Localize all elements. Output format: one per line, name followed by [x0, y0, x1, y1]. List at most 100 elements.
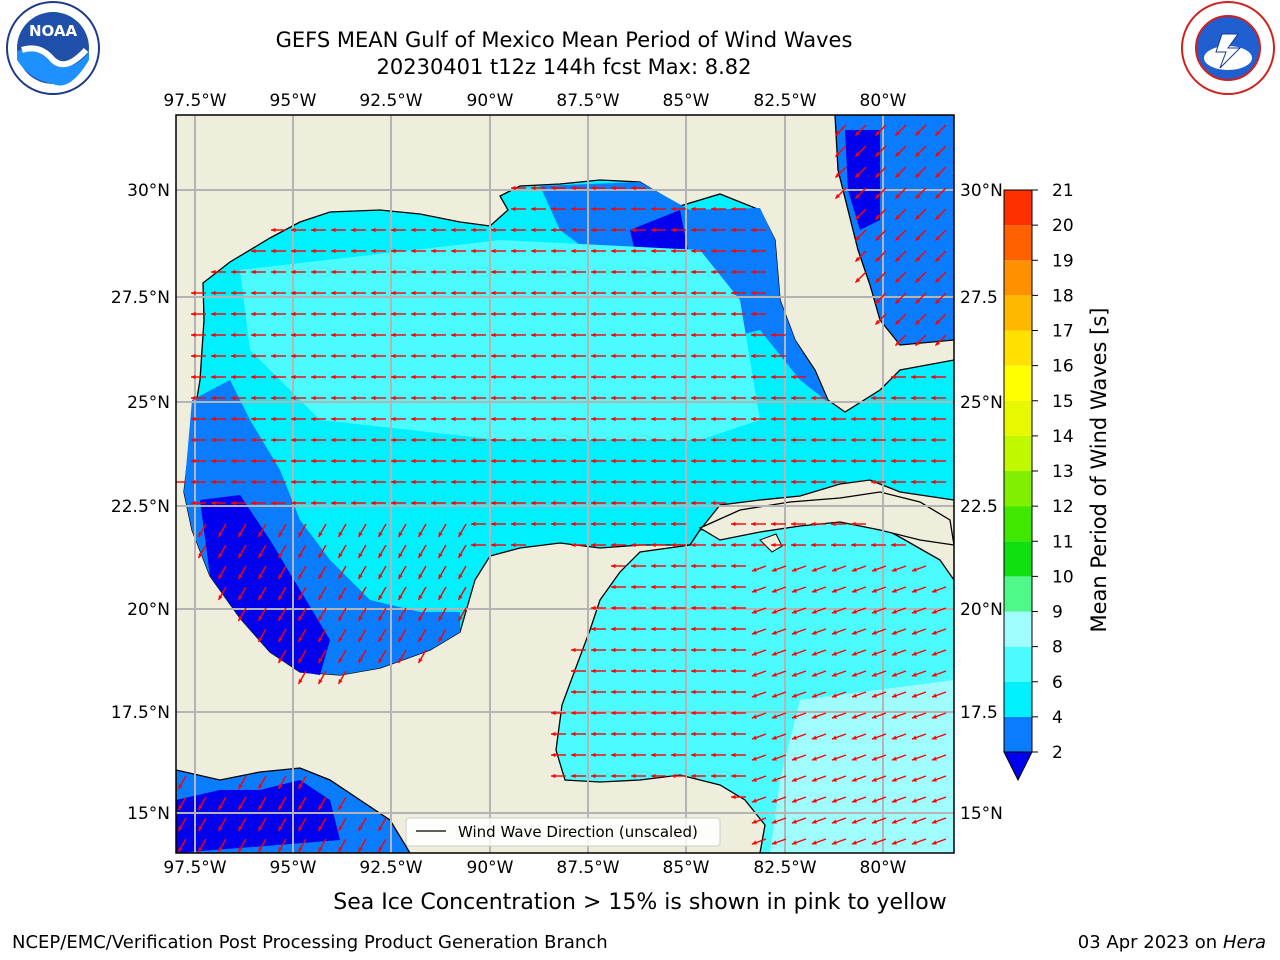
wave-arrow-head — [211, 269, 216, 275]
wave-arrow-head — [591, 395, 596, 401]
wave-arrow-head — [471, 311, 476, 317]
wave-arrow-head — [418, 595, 423, 600]
wave-arrow-head — [891, 458, 896, 464]
wave-arrow-head — [431, 290, 436, 296]
wave-arrow-head — [398, 595, 403, 600]
colorbar-tick-label: 16 — [1052, 357, 1074, 377]
wave-arrow-head — [911, 479, 916, 485]
lon-tick-top: 80°W — [860, 91, 907, 111]
colorbar-tick-label: 21 — [1052, 181, 1074, 201]
wave-arrow-head — [571, 185, 576, 191]
wave-arrow-head — [551, 353, 556, 359]
wave-arrow-head — [691, 626, 696, 632]
wave-arrow-head — [178, 847, 183, 852]
wave-arrow-head — [591, 416, 596, 422]
wave-arrow-head — [895, 130, 901, 136]
wave-arrow-head — [631, 332, 636, 338]
wave-arrow-head — [551, 227, 556, 233]
wave-arrow-head — [611, 563, 616, 569]
wave-arrow-head — [298, 826, 303, 831]
wave-arrow-head — [391, 269, 396, 275]
wave-arrow-head — [911, 437, 916, 443]
wave-arrow-head — [831, 588, 837, 593]
wave-arrow-head — [751, 756, 757, 761]
wave-arrow-head — [511, 458, 516, 464]
wave-arrow-head — [591, 773, 596, 779]
wave-arrow-head — [651, 542, 656, 548]
wave-arrow-head — [271, 353, 276, 359]
wave-arrow-head — [398, 553, 403, 558]
wave-arrow-head — [731, 563, 736, 569]
wave-arrow-head — [531, 479, 536, 485]
wave-arrow-head — [358, 658, 363, 663]
wave-arrow-head — [278, 553, 283, 558]
wave-arrow-head — [751, 567, 757, 572]
colorbar-tick-label: 13 — [1052, 462, 1074, 482]
wave-arrow-head — [731, 227, 736, 233]
wave-arrow-head — [691, 752, 696, 758]
wave-arrow-head — [191, 437, 196, 443]
wave-arrow-head — [811, 798, 817, 803]
wave-arrow-head — [451, 248, 456, 254]
wave-arrow-head — [238, 784, 243, 789]
wave-arrow-head — [591, 269, 596, 275]
wave-arrow-head — [378, 637, 383, 642]
nws-logo — [1181, 1, 1275, 95]
wave-arrow-head — [298, 637, 303, 642]
wave-arrow-head — [191, 395, 196, 401]
wave-arrow-head — [651, 290, 656, 296]
wave-arrow-head — [731, 416, 736, 422]
wave-arrow-head — [378, 616, 383, 621]
wave-arrow-head — [935, 172, 941, 178]
wave-arrow-head — [871, 479, 876, 485]
wave-arrow-head — [278, 847, 283, 852]
wave-arrow-head — [551, 395, 556, 401]
wave-arrow-head — [311, 311, 316, 317]
wave-arrow-head — [291, 227, 296, 233]
wave-arrow-head — [791, 416, 796, 422]
wave-arrow-head — [318, 616, 323, 621]
wave-arrow-head — [511, 206, 516, 212]
wave-arrow-head — [711, 374, 716, 380]
wave-arrow-head — [671, 500, 676, 506]
wave-arrow-head — [551, 374, 556, 380]
wave-arrow-head — [751, 819, 757, 824]
wave-arrow-head — [458, 553, 463, 558]
colorbar-swatch — [1004, 471, 1032, 507]
colorbar-swatch — [1004, 365, 1032, 401]
wave-arrow-head — [438, 574, 443, 579]
wave-arrow-head — [511, 521, 516, 527]
wave-arrow-head — [511, 332, 516, 338]
wave-arrow-head — [731, 542, 736, 548]
wave-arrow-head — [871, 840, 877, 845]
wave-arrow-head — [855, 277, 861, 283]
wave-arrow-head — [731, 248, 736, 254]
wave-arrow-head — [471, 479, 476, 485]
wave-arrow-head — [451, 479, 456, 485]
wave-arrow-head — [198, 553, 203, 558]
wave-arrow-head — [935, 298, 941, 304]
wave-arrow-head — [851, 416, 856, 422]
colorbar-tick-label: 2 — [1052, 743, 1063, 763]
wave-arrow-head — [331, 269, 336, 275]
wave-arrow-head — [871, 798, 877, 803]
wave-arrow-head — [191, 311, 196, 317]
wave-arrow-head — [611, 752, 616, 758]
wave-arrow-head — [651, 437, 656, 443]
wave-arrow-head — [871, 819, 877, 824]
wave-arrow-head — [631, 479, 636, 485]
wave-arrow-head — [811, 630, 817, 635]
wave-arrow-head — [731, 395, 736, 401]
wave-arrow-head — [591, 332, 596, 338]
wave-arrow-head — [291, 458, 296, 464]
wave-arrow-head — [298, 616, 303, 621]
wave-arrow-head — [671, 395, 676, 401]
wave-arrow-head — [471, 290, 476, 296]
wave-arrow-head — [791, 756, 797, 761]
wave-arrow-head — [291, 311, 296, 317]
wave-arrow-head — [811, 672, 817, 677]
wave-arrow-head — [731, 668, 736, 674]
wave-arrow-head — [731, 332, 736, 338]
wave-arrow-head — [258, 595, 263, 600]
wave-arrow-head — [311, 374, 316, 380]
